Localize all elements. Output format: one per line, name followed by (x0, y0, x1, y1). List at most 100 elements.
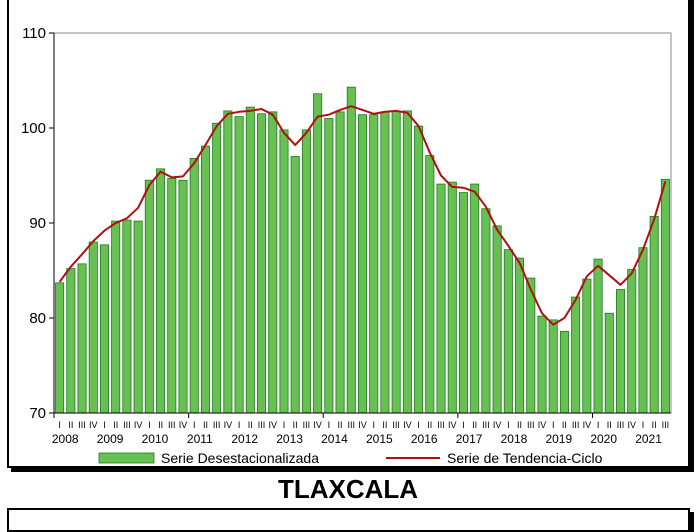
y-tick-label: 100 (21, 120, 46, 137)
quarter-label: II (427, 420, 432, 430)
year-label: 2016 (411, 432, 438, 446)
quarter-label: I (372, 420, 375, 430)
quarter-label: I (58, 420, 61, 430)
bar (313, 93, 323, 414)
quarter-label: II (113, 420, 118, 430)
quarter-label: IV (224, 420, 233, 430)
bar (346, 86, 356, 414)
quarter-label: I (238, 420, 241, 430)
bar (245, 106, 255, 414)
quarter-label: I (417, 420, 420, 430)
bar (559, 330, 569, 414)
quarter-label: II (607, 420, 612, 430)
quarter-label: I (507, 420, 510, 430)
bar (593, 258, 603, 414)
quarter-label: II (517, 420, 522, 430)
quarter-label: I (462, 420, 465, 430)
quarter-label: I (642, 420, 645, 430)
bar (290, 156, 300, 414)
quarter-label: I (193, 420, 196, 430)
bar (616, 289, 626, 414)
y-tick-label: 80 (29, 310, 46, 327)
bar (402, 110, 412, 414)
quarter-label: IV (403, 420, 412, 430)
quarter-label: IV (583, 420, 592, 430)
bar (627, 269, 637, 414)
quarter-label: III (572, 420, 580, 430)
bar (144, 179, 154, 414)
bar (660, 178, 670, 414)
bar (223, 110, 233, 414)
quarter-label: II (158, 420, 163, 430)
bar (99, 244, 109, 414)
quarter-label: III (482, 420, 490, 430)
year-label: 2011 (187, 432, 213, 446)
year-label: 2013 (276, 432, 303, 446)
bar (526, 277, 536, 414)
bar (111, 220, 121, 414)
trend-line (58, 105, 667, 326)
bar (391, 110, 401, 414)
bar (335, 111, 345, 414)
bar (77, 263, 87, 414)
bar (55, 282, 65, 414)
year-label: 2015 (366, 432, 393, 446)
quarter-label: II (472, 420, 477, 430)
bar (414, 125, 424, 414)
year-label: 2017 (456, 432, 483, 446)
bar (515, 257, 525, 414)
legend-bar-swatch (98, 452, 155, 464)
quarter-label: III (168, 420, 176, 430)
bar (257, 113, 267, 414)
quarter-label: IV (358, 420, 367, 430)
quarter-label: IV (448, 420, 457, 430)
quarter-label: I (283, 420, 286, 430)
quarter-label: III (617, 420, 625, 430)
quarter-label: IV (627, 420, 636, 430)
quarter-label: II (203, 420, 208, 430)
bar (156, 168, 166, 414)
bar (582, 278, 592, 414)
bar (167, 177, 177, 414)
year-label: 2019 (545, 432, 572, 446)
quarter-label: I (552, 420, 555, 430)
bar (369, 114, 379, 414)
bar (189, 157, 199, 414)
quarter-label: III (527, 420, 535, 430)
chart-title: TLAXCALA (277, 474, 419, 504)
bar (212, 122, 222, 414)
year-label: 2021 (635, 432, 662, 446)
bar (537, 315, 547, 414)
year-label: 2012 (231, 432, 258, 446)
bar (447, 181, 457, 414)
legend-label-trend: Serie de Tendencia-Ciclo (447, 450, 603, 466)
y-tick-label: 110 (22, 25, 46, 42)
quarter-label: II (68, 420, 73, 430)
bar (122, 219, 132, 414)
bar (279, 129, 289, 414)
year-label: 2008 (52, 432, 79, 446)
quarter-label: II (293, 420, 298, 430)
bar (425, 155, 435, 414)
bar (481, 208, 491, 414)
quarter-label: I (328, 420, 331, 430)
quarter-label: III (437, 420, 445, 430)
quarter-label: IV (179, 420, 188, 430)
quarter-label: I (148, 420, 151, 430)
quarter-label: III (303, 420, 311, 430)
bar (548, 319, 558, 414)
quarter-label: II (338, 420, 343, 430)
bar (301, 129, 311, 414)
bar (492, 225, 502, 414)
legend-label-bars: Serie Desestacionalizada (161, 450, 319, 466)
quarter-label: IV (493, 420, 502, 430)
bar (649, 215, 659, 414)
quarter-label: II (248, 420, 253, 430)
quarter-label: III (662, 420, 670, 430)
quarter-label: III (213, 420, 221, 430)
quarter-label: II (652, 420, 657, 430)
bar (503, 249, 513, 414)
quarter-label: IV (313, 420, 322, 430)
year-label: 2020 (590, 432, 617, 446)
